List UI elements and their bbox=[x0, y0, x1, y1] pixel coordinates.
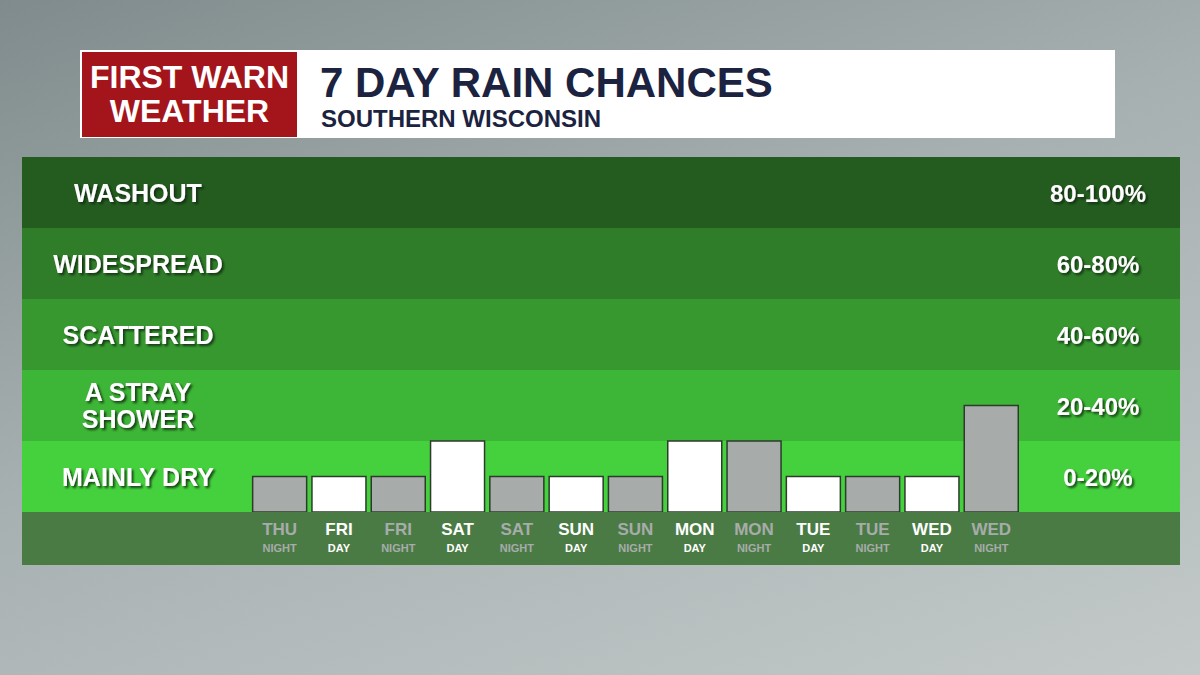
band-label: A STRAYSHOWER bbox=[82, 378, 195, 433]
bars bbox=[253, 406, 1019, 513]
category-label: MON NIGHT bbox=[734, 520, 774, 554]
category-label: FRI NIGHT bbox=[381, 520, 416, 554]
category-day: SUN bbox=[617, 520, 653, 539]
category-day: WED bbox=[912, 520, 952, 539]
category-label: TUE NIGHT bbox=[856, 520, 891, 554]
brand-text: WEATHER bbox=[110, 93, 269, 129]
category-day: MON bbox=[734, 520, 774, 539]
bar bbox=[727, 441, 781, 512]
band-label-line: SHOWER bbox=[82, 405, 195, 433]
bar bbox=[549, 477, 603, 513]
category-period: NIGHT bbox=[974, 542, 1009, 554]
category-day: FRI bbox=[385, 520, 412, 539]
title: 7 DAY RAIN CHANCES bbox=[320, 59, 773, 106]
category-label: WED NIGHT bbox=[971, 520, 1011, 554]
category-day: SUN bbox=[558, 520, 594, 539]
category-period: DAY bbox=[684, 542, 707, 554]
subtitle: SOUTHERN WISCONSIN bbox=[321, 105, 601, 132]
category-strip bbox=[22, 512, 1180, 565]
band-label-line: WASHOUT bbox=[74, 179, 202, 207]
category-label: WED DAY bbox=[912, 520, 952, 554]
band bbox=[22, 228, 1180, 299]
category-period: DAY bbox=[446, 542, 469, 554]
band-range-label: 60-80% bbox=[1057, 251, 1140, 278]
brand-text: FIRST WARN bbox=[90, 59, 289, 95]
band-label-line: WIDESPREAD bbox=[53, 250, 222, 278]
category-day: TUE bbox=[856, 520, 890, 539]
bar bbox=[846, 477, 900, 513]
band bbox=[22, 299, 1180, 370]
band-label-line: MAINLY DRY bbox=[62, 463, 214, 491]
bar bbox=[312, 477, 366, 513]
bar bbox=[371, 477, 425, 513]
category-period: NIGHT bbox=[618, 542, 653, 554]
category-day: WED bbox=[971, 520, 1011, 539]
category-period: DAY bbox=[328, 542, 351, 554]
category-day: TUE bbox=[796, 520, 830, 539]
bar bbox=[786, 477, 840, 513]
band-label-line: SCATTERED bbox=[63, 321, 214, 349]
category-period: NIGHT bbox=[737, 542, 772, 554]
category-label: THU NIGHT bbox=[262, 520, 297, 554]
category-label: SAT DAY bbox=[441, 520, 474, 554]
bar bbox=[964, 406, 1018, 513]
category-day: SAT bbox=[500, 520, 533, 539]
category-period: NIGHT bbox=[856, 542, 891, 554]
category-period: NIGHT bbox=[263, 542, 298, 554]
band-label: MAINLY DRY bbox=[62, 463, 214, 491]
category-label: FRI DAY bbox=[325, 520, 352, 554]
bar bbox=[905, 477, 959, 513]
brand-box bbox=[82, 52, 297, 137]
bar bbox=[253, 477, 307, 513]
header-box bbox=[80, 50, 1115, 138]
band-label-line: A STRAY bbox=[85, 378, 192, 406]
bar bbox=[668, 441, 722, 512]
band-range-label: 40-60% bbox=[1057, 322, 1140, 349]
category-period: NIGHT bbox=[500, 542, 535, 554]
band-range-label: 80-100% bbox=[1050, 180, 1146, 207]
category-label: TUE DAY bbox=[796, 520, 830, 554]
band-range-label: 20-40% bbox=[1057, 393, 1140, 420]
category-label: SUN NIGHT bbox=[617, 520, 653, 554]
category-day: FRI bbox=[325, 520, 352, 539]
band-label: SCATTERED bbox=[63, 321, 214, 349]
bar bbox=[608, 477, 662, 513]
bar bbox=[431, 441, 485, 512]
category-label: MON DAY bbox=[675, 520, 715, 554]
band-label: WIDESPREAD bbox=[53, 250, 222, 278]
category-period: DAY bbox=[802, 542, 825, 554]
band-label: WASHOUT bbox=[74, 179, 202, 207]
bands bbox=[22, 157, 1180, 512]
category-period: NIGHT bbox=[381, 542, 416, 554]
category-label: SUN DAY bbox=[558, 520, 594, 554]
band bbox=[22, 157, 1180, 228]
category-period: DAY bbox=[565, 542, 588, 554]
chart: FIRST WARNWEATHER 7 DAY RAIN CHANCESSOUTH… bbox=[0, 0, 1200, 675]
bar bbox=[490, 477, 544, 513]
category-day: THU bbox=[262, 520, 297, 539]
category-period: DAY bbox=[921, 542, 944, 554]
category-label: SAT NIGHT bbox=[500, 520, 535, 554]
category-day: MON bbox=[675, 520, 715, 539]
category-day: SAT bbox=[441, 520, 474, 539]
band-range-label: 0-20% bbox=[1063, 464, 1132, 491]
